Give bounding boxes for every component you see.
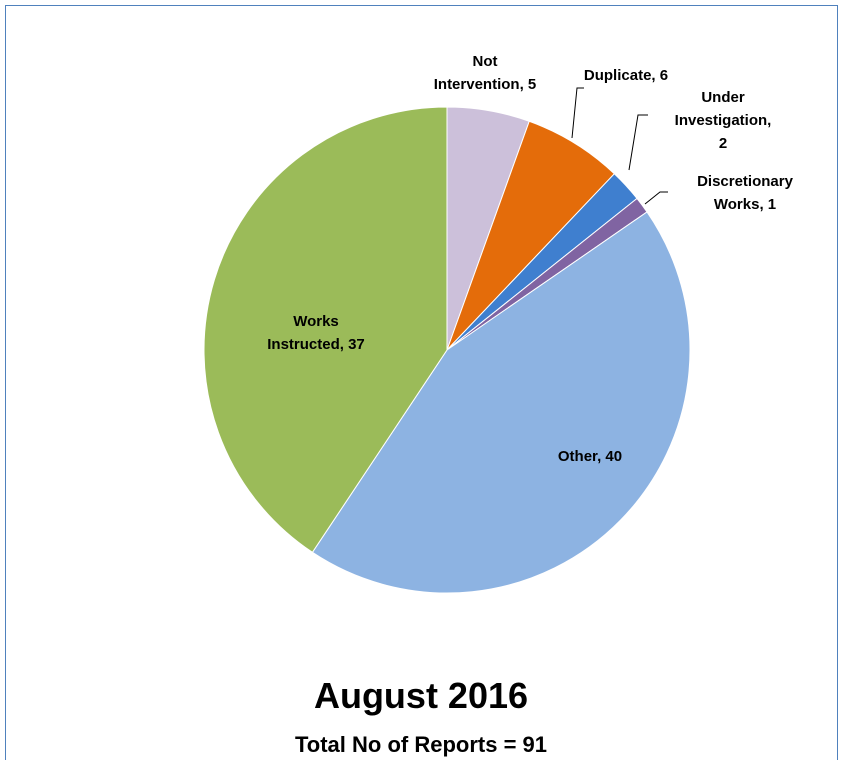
data-label: Works	[293, 313, 339, 330]
data-label: Intervention, 5	[434, 76, 537, 93]
pie-slice	[311, 211, 691, 594]
data-label: Investigation,	[675, 112, 772, 129]
data-label: Instructed, 37	[267, 336, 365, 353]
chart-subtitle: Total No of Reports = 91	[295, 732, 547, 757]
data-label: Not	[473, 53, 498, 70]
pie-slice	[203, 106, 448, 554]
data-label: Other, 40	[558, 448, 622, 465]
chart-title: August 2016	[314, 675, 528, 716]
data-label: Under	[701, 89, 745, 106]
data-label: Discretionary	[697, 173, 794, 190]
leader-line	[628, 114, 648, 171]
leader-line	[571, 87, 584, 139]
data-label: 2	[719, 135, 727, 152]
data-label: Duplicate, 6	[584, 67, 668, 84]
data-label: Works, 1	[714, 196, 776, 213]
leader-line	[644, 191, 668, 205]
